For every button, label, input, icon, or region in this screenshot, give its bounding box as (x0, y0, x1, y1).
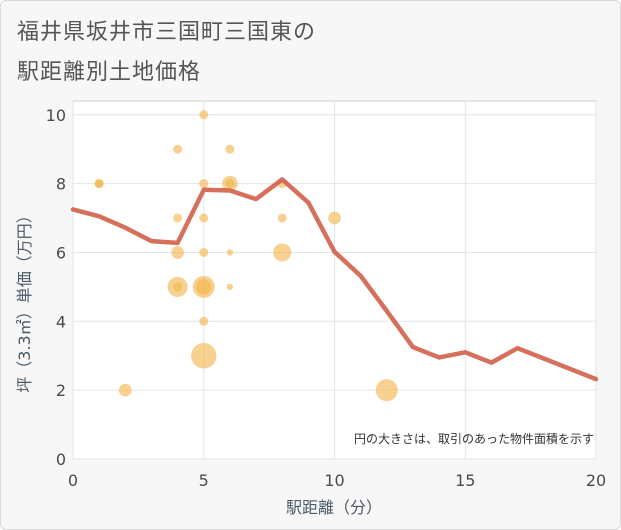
data-bubble (277, 213, 287, 223)
data-bubble (225, 144, 235, 154)
data-bubble (118, 383, 132, 397)
data-bubble (375, 379, 398, 402)
data-bubble (171, 246, 184, 259)
data-bubble (328, 211, 341, 225)
x-tick-label: 0 (68, 471, 78, 490)
x-tick-label: 15 (455, 471, 475, 490)
data-bubble (199, 213, 209, 223)
chart-title-line-2: 駅距離別土地価格 (17, 60, 202, 85)
x-tick-label: 10 (324, 471, 344, 490)
chart-title-line-1: 福井県坂井市三国町三国東の (17, 20, 317, 45)
data-bubble (191, 343, 217, 369)
x-tick-label: 20 (586, 471, 606, 490)
y-tick-label: 6 (56, 243, 66, 262)
bubble-series (94, 110, 398, 402)
data-bubble (173, 144, 183, 154)
data-bubble (195, 279, 212, 295)
y-tick-label: 2 (56, 381, 66, 400)
data-bubble (273, 243, 292, 262)
data-bubble (199, 110, 209, 120)
y-tick-label: 0 (56, 450, 66, 469)
data-bubble (225, 179, 235, 189)
data-bubble (199, 316, 209, 326)
data-bubble (199, 247, 209, 257)
data-bubble (226, 283, 234, 291)
y-tick-label: 8 (56, 175, 66, 194)
x-axis-ticks: 0 5 10 15 20 (68, 471, 606, 490)
y-tick-label: 10 (46, 106, 66, 125)
x-tick-label: 5 (199, 471, 209, 490)
y-axis-ticks: 0 2 4 6 8 10 (46, 106, 66, 469)
x-axis-label: 駅距離（分） (286, 498, 382, 517)
y-tick-label: 4 (56, 312, 66, 331)
data-bubble (199, 179, 209, 189)
y-axis-label: 坪（3.3㎡）単価（万円） (15, 207, 34, 392)
data-bubble (94, 179, 104, 189)
data-bubble (173, 213, 183, 223)
size-annotation: 円の大きさは、取引のあった物件面積を示す (354, 431, 594, 446)
trend-line (70, 177, 599, 382)
trend-line-series (70, 177, 599, 382)
data-bubble (173, 282, 183, 292)
data-bubble (226, 249, 234, 256)
